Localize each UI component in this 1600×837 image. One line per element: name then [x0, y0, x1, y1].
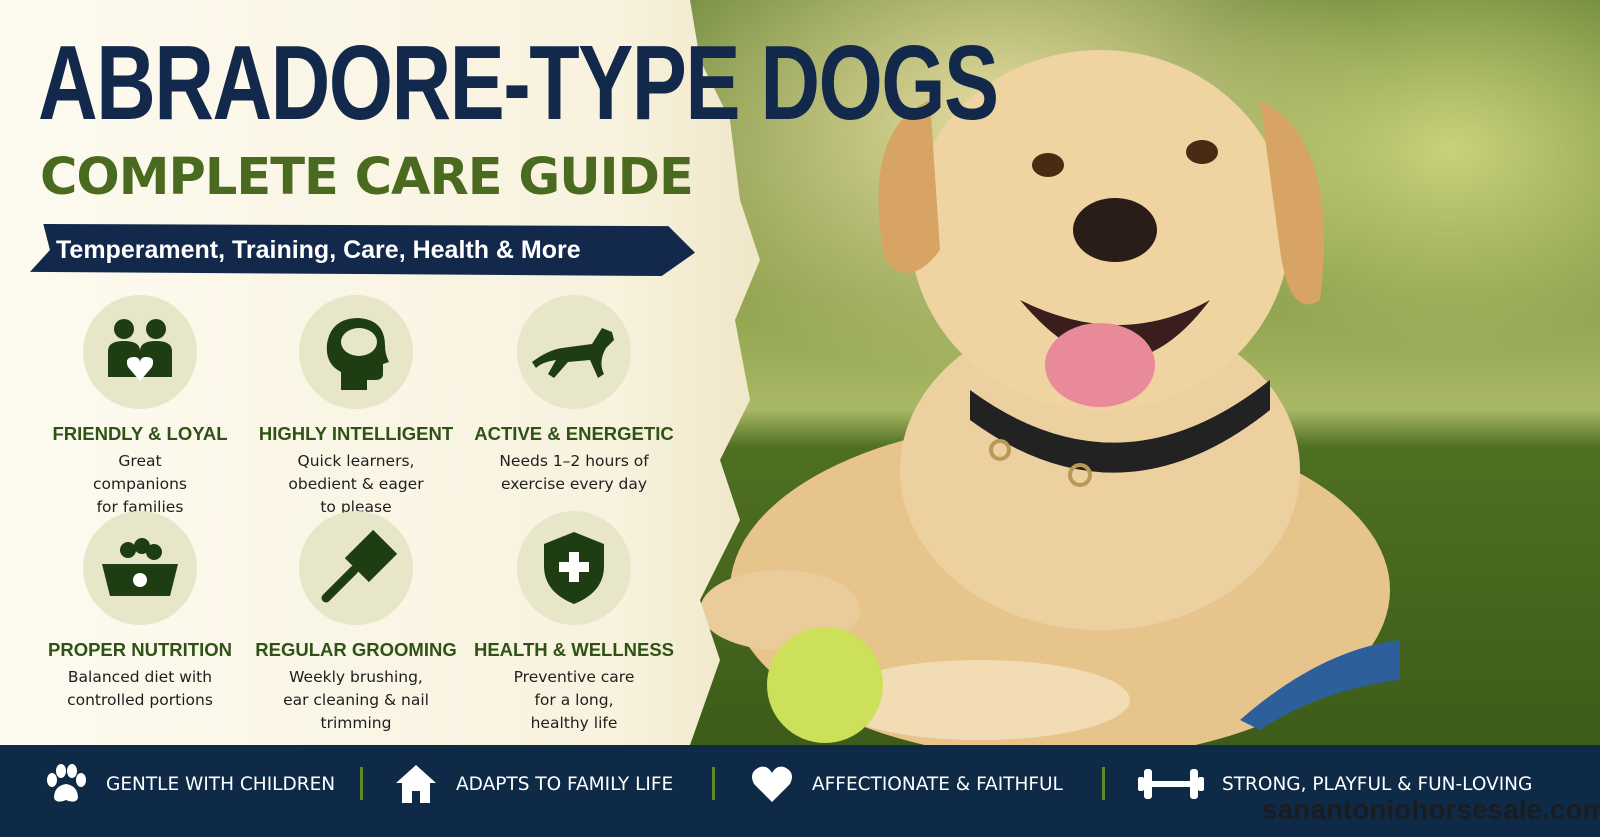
feature-friendly-loyal: FRIENDLY & LOYAL Great companions for fa…: [30, 295, 250, 519]
shield-cross-icon: [517, 511, 631, 625]
page-title: ABRADORE-TYPE DOGS: [38, 24, 999, 142]
divider: [360, 767, 363, 800]
feature-desc: Needs 1–2 hours of exercise every day: [499, 452, 649, 493]
dumbbell-icon: [1138, 769, 1204, 799]
paw-icon: [47, 764, 86, 802]
feature-title: HIGHLY INTELLIGENT: [258, 423, 454, 444]
feature-desc: Weekly brushing, ear cleaning & nail tri…: [283, 668, 429, 732]
watermark: sanantoniohorsesale.com: [1262, 794, 1600, 825]
family-heart-icon: [83, 295, 197, 409]
feature-title: PROPER NUTRITION: [48, 639, 232, 660]
food-bowl-icon: [83, 511, 197, 625]
trait-label: ADAPTS TO FAMILY LIFE: [456, 773, 674, 795]
brain-head-icon: [299, 295, 413, 409]
divider: [712, 767, 715, 800]
feature-desc: Balanced diet with controlled portions: [67, 668, 213, 709]
brush-icon: [299, 511, 413, 625]
banner-text: Temperament, Training, Care, Health & Mo…: [56, 236, 581, 264]
trait-strong: STRONG, PLAYFUL & FUN-LOVING: [1138, 745, 1532, 823]
trait-gentle: GENTLE WITH CHILDREN: [44, 745, 335, 823]
divider: [1102, 767, 1105, 800]
feature-desc: Quick learners, obedient & eager to plea…: [288, 452, 424, 516]
feature-desc: Preventive care for a long, healthy life: [513, 668, 635, 732]
topics-banner: Temperament, Training, Care, Health & Mo…: [30, 224, 695, 276]
feature-highly-intelligent: HIGHLY INTELLIGENT Quick learners, obedi…: [246, 295, 466, 519]
feature-proper-nutrition: PROPER NUTRITION Balanced diet with cont…: [30, 511, 250, 712]
feature-desc: Great companions for families: [93, 452, 187, 516]
feature-title: HEALTH & WELLNESS: [473, 639, 675, 660]
trait-family: ADAPTS TO FAMILY LIFE: [394, 745, 673, 823]
feature-title: ACTIVE & ENERGETIC: [474, 423, 674, 444]
running-dog-icon: [517, 295, 631, 409]
trait-affectionate: AFFECTIONATE & FAITHFUL: [750, 745, 1063, 823]
feature-title: FRIENDLY & LOYAL: [52, 423, 228, 444]
trait-label: STRONG, PLAYFUL & FUN-LOVING: [1222, 773, 1533, 795]
feature-title: REGULAR GROOMING: [255, 639, 457, 660]
trait-label: GENTLE WITH CHILDREN: [106, 773, 336, 795]
house-icon: [396, 765, 436, 803]
feature-regular-grooming: REGULAR GROOMING Weekly brushing, ear cl…: [246, 511, 466, 735]
heart-icon: [752, 766, 792, 802]
labrador-dog-image: [700, 50, 1400, 745]
feature-active-energetic: ACTIVE & ENERGETIC Needs 1–2 hours of ex…: [464, 295, 684, 496]
bottom-bar: GENTLE WITH CHILDREN ADAPTS TO FAMILY LI…: [0, 745, 1600, 837]
feature-health-wellness: HEALTH & WELLNESS Preventive care for a …: [464, 511, 684, 735]
trait-label: AFFECTIONATE & FAITHFUL: [812, 773, 1063, 795]
page-subtitle: COMPLETE CARE GUIDE: [40, 148, 694, 207]
